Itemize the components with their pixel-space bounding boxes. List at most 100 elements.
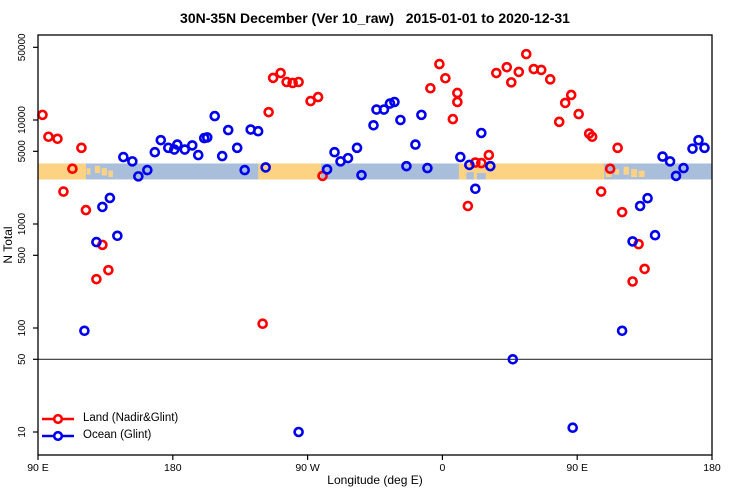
data-point-land: [612, 142, 623, 154]
data-point-land: [293, 76, 304, 88]
x-axis-tick-label: 90 E: [566, 462, 588, 474]
legend-circle-ocean-icon: [52, 430, 64, 441]
data-point-land: [476, 157, 487, 169]
y-axis-tick-label: 10000: [17, 106, 28, 134]
data-point-land: [501, 61, 513, 73]
data-point-land: [312, 91, 324, 103]
map-band-land-speckle: [86, 168, 91, 175]
data-point-ocean: [293, 426, 304, 438]
legend-swatch-land: [42, 413, 74, 424]
data-point-land: [447, 113, 459, 125]
data-point-ocean: [395, 114, 406, 126]
legend-label-ocean: Ocean (Glint): [83, 429, 152, 441]
data-point-land: [263, 106, 274, 118]
data-point-ocean: [678, 162, 689, 174]
map-band-land-speckle: [614, 169, 620, 175]
data-point-ocean: [627, 236, 638, 247]
x-axis-tick-label: 90 W: [295, 462, 320, 474]
data-point-ocean: [97, 201, 108, 213]
data-point-ocean: [118, 151, 129, 163]
data-point-land: [586, 131, 598, 143]
map-band-land-speckle: [101, 168, 107, 176]
map-band-land-segment: [258, 163, 322, 180]
data-point-land: [80, 204, 92, 216]
map-band-land-speckle: [631, 169, 638, 178]
x-axis-tick-label: 180: [164, 462, 182, 474]
data-point-land: [52, 133, 63, 145]
data-point-land: [491, 67, 502, 79]
data-point-land: [76, 142, 87, 154]
data-point-ocean: [507, 354, 519, 365]
data-point-ocean: [186, 140, 198, 151]
data-point-ocean: [201, 132, 213, 143]
data-point-land: [267, 72, 279, 84]
data-point-ocean: [342, 152, 354, 164]
map-band-land-speckle: [94, 165, 101, 174]
data-point-land: [604, 163, 616, 175]
data-point-land: [440, 72, 451, 84]
data-point-ocean: [321, 164, 333, 175]
data-point-land: [462, 200, 474, 212]
data-point-ocean: [476, 127, 487, 139]
data-point-ocean: [567, 422, 579, 433]
data-point-land: [257, 318, 268, 329]
legend: Land (Nadir&Glint) Ocean (Glint): [41, 411, 178, 443]
legend-item-ocean: Ocean (Glint): [41, 428, 178, 443]
data-point-ocean: [329, 146, 340, 158]
data-point-ocean: [179, 144, 191, 155]
legend-swatch-ocean: [42, 430, 74, 441]
y-axis-tick-label: 5000: [17, 140, 28, 163]
x-axis-label: Longitude (deg E): [327, 473, 422, 487]
data-point-ocean: [693, 134, 704, 146]
plot-box: [37, 34, 713, 456]
data-point-land: [595, 186, 607, 197]
data-point-ocean: [149, 146, 161, 158]
data-point-ocean: [252, 125, 264, 137]
data-point-ocean: [127, 156, 138, 167]
data-point-ocean: [231, 142, 243, 154]
data-point-ocean: [455, 151, 466, 163]
x-axis-tick-label: 0: [439, 462, 445, 474]
map-band-ocean-speckle: [466, 172, 474, 180]
data-point-ocean: [356, 169, 367, 181]
data-point-land: [505, 77, 517, 88]
data-point-land: [544, 74, 556, 85]
data-point-ocean: [192, 149, 204, 161]
data-point-land: [91, 273, 102, 285]
data-point-ocean: [142, 164, 153, 176]
data-point-land: [520, 48, 532, 60]
data-point-land: [483, 149, 495, 161]
map-band-ocean-speckle: [476, 173, 486, 180]
y-axis-label: N Total: [1, 226, 15, 263]
map-band-land-speckle: [108, 170, 113, 178]
data-point-land: [37, 109, 48, 121]
data-point-land: [535, 64, 547, 76]
data-point-ocean: [616, 325, 628, 337]
data-point-ocean: [209, 110, 221, 122]
data-point-ocean: [464, 159, 475, 171]
data-point-ocean: [112, 230, 123, 242]
map-band-land-segment: [38, 163, 86, 180]
data-point-ocean: [239, 164, 250, 176]
y-axis-tick-label: 10: [17, 426, 28, 438]
x-axis-tick-label: 90 E: [27, 462, 49, 474]
data-point-land: [287, 77, 298, 89]
data-point-ocean: [368, 119, 379, 131]
data-point-ocean: [470, 183, 481, 195]
data-point-land: [452, 87, 463, 99]
data-point-land: [43, 131, 54, 143]
map-band-land-speckle: [623, 166, 629, 175]
data-point-land: [275, 67, 286, 79]
map-band-land-speckle: [638, 170, 645, 178]
data-point-ocean: [222, 124, 234, 136]
x-axis-tick-label: 180: [703, 462, 721, 474]
data-point-ocean: [699, 142, 710, 154]
data-point-land: [616, 206, 628, 218]
data-point-ocean: [389, 96, 400, 108]
data-point-land: [565, 89, 577, 101]
data-point-ocean: [133, 171, 144, 182]
data-point-ocean: [485, 160, 496, 172]
data-point-land: [639, 263, 650, 275]
